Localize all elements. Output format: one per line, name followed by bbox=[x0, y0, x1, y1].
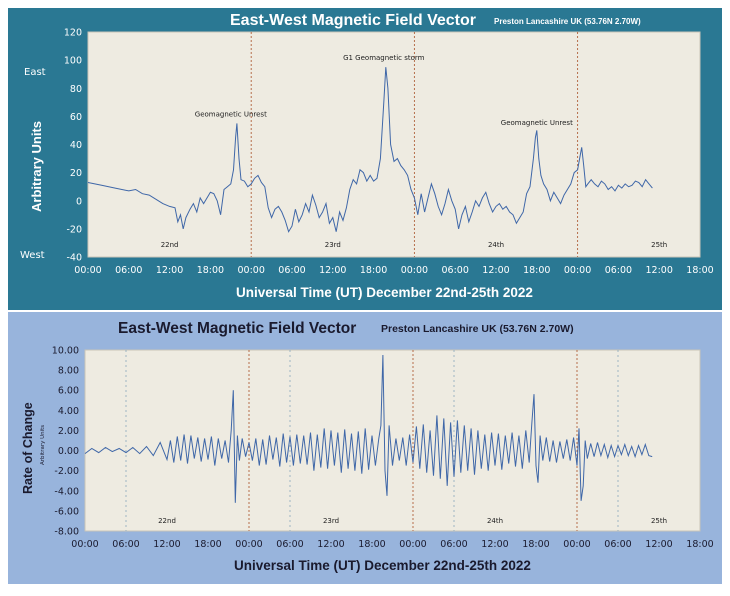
bottom-plot-area bbox=[84, 349, 701, 532]
event-annotation: Geomagnetic Unrest bbox=[195, 110, 267, 118]
y-tick-label: 10.00 bbox=[52, 346, 79, 357]
x-tick-label: 18:00 bbox=[523, 265, 550, 276]
top-side-label-east: East bbox=[24, 67, 46, 78]
y-tick-label: 60 bbox=[70, 112, 82, 123]
x-tick-label: 12:00 bbox=[317, 539, 344, 550]
x-tick-label: 00:00 bbox=[401, 265, 428, 276]
day-label: 25th bbox=[651, 517, 667, 525]
day-label: 24th bbox=[487, 517, 503, 525]
x-tick-label: 00:00 bbox=[238, 265, 265, 276]
y-tick-label: -2.00 bbox=[54, 466, 79, 477]
day-label: 23rd bbox=[323, 517, 339, 525]
top-side-label-west: West bbox=[20, 250, 45, 261]
top-y-tick-labels: 120 100 80 60 40 20 0 -20 -40 bbox=[64, 28, 82, 264]
x-tick-label: 06:00 bbox=[276, 539, 303, 550]
y-tick-label: 80 bbox=[70, 84, 82, 95]
x-tick-label: 00:00 bbox=[564, 265, 591, 276]
day-label: 25th bbox=[651, 241, 667, 249]
x-tick-label: 00:00 bbox=[71, 539, 98, 550]
x-tick-label: 12:00 bbox=[153, 539, 180, 550]
x-tick-label: 18:00 bbox=[197, 265, 224, 276]
bottom-chart-ylabel: Rate of Change bbox=[21, 402, 35, 494]
x-tick-label: 18:00 bbox=[360, 265, 387, 276]
event-annotation: Geomagnetic Unrest bbox=[501, 119, 573, 127]
y-tick-label: -4.00 bbox=[54, 486, 79, 497]
bottom-x-tick-labels: 00:00 06:00 12:00 18:00 00:00 06:00 12:00 18:00… bbox=[71, 539, 713, 550]
x-tick-label: 12:00 bbox=[481, 539, 508, 550]
x-tick-label: 12:00 bbox=[319, 265, 346, 276]
x-tick-label: 00:00 bbox=[74, 265, 101, 276]
x-tick-label: 12:00 bbox=[156, 265, 183, 276]
y-tick-label: 20 bbox=[70, 168, 82, 179]
x-tick-label: 06:00 bbox=[115, 265, 142, 276]
day-label: 22nd bbox=[158, 517, 176, 525]
bottom-day-labels: 22nd 23rd 24th 25th bbox=[158, 517, 667, 525]
y-tick-label: 40 bbox=[70, 140, 82, 151]
y-tick-label: 0.00 bbox=[58, 446, 79, 457]
x-tick-label: 06:00 bbox=[278, 265, 305, 276]
y-tick-label: -8.00 bbox=[54, 527, 79, 538]
x-tick-label: 18:00 bbox=[522, 539, 549, 550]
x-tick-label: 18:00 bbox=[358, 539, 385, 550]
x-tick-label: 06:00 bbox=[604, 539, 631, 550]
top-day-labels: 22nd 23rd 24th 25th bbox=[161, 241, 668, 249]
y-tick-label: -6.00 bbox=[54, 506, 79, 517]
bottom-day-markers bbox=[125, 350, 619, 531]
y-tick-label: -20 bbox=[66, 224, 82, 235]
y-tick-label: 0 bbox=[76, 196, 82, 207]
bottom-chart-subtitle: Preston Lancashire UK (53.76N 2.70W) bbox=[381, 323, 574, 335]
bottom-chart-ylabel-sub: Arbitrary Units bbox=[40, 425, 46, 465]
event-annotation: G1 Geomagnetic storm bbox=[343, 54, 425, 62]
top-chart-title: East-West Magnetic Field Vector bbox=[230, 12, 476, 29]
y-tick-label: 6.00 bbox=[58, 386, 79, 397]
top-plot-area bbox=[87, 31, 701, 258]
x-tick-label: 06:00 bbox=[605, 265, 632, 276]
bottom-series-line bbox=[84, 354, 653, 503]
y-tick-label: 8.00 bbox=[58, 366, 79, 377]
top-x-tick-labels: 00:00 06:00 12:00 18:00 00:00 06:00 12:00 18:00… bbox=[74, 265, 713, 276]
x-tick-label: 00:00 bbox=[399, 539, 426, 550]
bottom-chart-title: East-West Magnetic Field Vector bbox=[118, 320, 356, 337]
x-tick-label: 18:00 bbox=[194, 539, 221, 550]
top-chart-ylabel: Arbitrary Units bbox=[29, 121, 44, 212]
x-tick-label: 12:00 bbox=[482, 265, 509, 276]
x-tick-label: 06:00 bbox=[442, 265, 469, 276]
y-tick-label: 120 bbox=[64, 28, 82, 39]
x-tick-label: 00:00 bbox=[235, 539, 262, 550]
y-tick-label: -40 bbox=[66, 253, 82, 264]
x-tick-label: 00:00 bbox=[563, 539, 590, 550]
x-tick-label: 06:00 bbox=[112, 539, 139, 550]
top-day-markers bbox=[250, 32, 579, 257]
bottom-y-tick-labels: 10.00 8.00 6.00 4.00 2.00 0.00 -2.00 -4.00 -6.00… bbox=[52, 346, 79, 538]
bottom-chart-panel: East-West Magnetic Field Vector Preston … bbox=[8, 312, 722, 584]
top-chart-subtitle: Preston Lancashire UK (53.76N 2.70W) bbox=[494, 17, 641, 26]
x-tick-label: 06:00 bbox=[440, 539, 467, 550]
day-label: 24th bbox=[488, 241, 504, 249]
y-tick-label: 4.00 bbox=[58, 406, 79, 417]
x-tick-label: 18:00 bbox=[686, 265, 713, 276]
top-annotations: Geomagnetic Unrest G1 Geomagnetic storm Ge… bbox=[195, 54, 573, 127]
top-series-line bbox=[87, 67, 653, 233]
x-tick-label: 18:00 bbox=[686, 539, 713, 550]
bottom-chart-xlabel: Universal Time (UT) December 22nd-25th 2… bbox=[234, 558, 531, 573]
day-label: 22nd bbox=[161, 241, 179, 249]
x-tick-label: 12:00 bbox=[646, 265, 673, 276]
day-label: 23rd bbox=[325, 241, 341, 249]
top-chart-panel: East-West Magnetic Field Vector Preston … bbox=[8, 8, 722, 310]
y-tick-label: 2.00 bbox=[58, 426, 79, 437]
x-tick-label: 12:00 bbox=[645, 539, 672, 550]
top-chart-xlabel: Universal Time (UT) December 22nd-25th 2… bbox=[236, 285, 533, 300]
y-tick-label: 100 bbox=[64, 56, 82, 67]
